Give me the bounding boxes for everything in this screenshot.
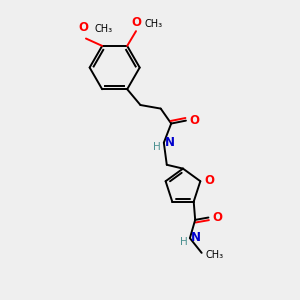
Text: O: O [79, 21, 88, 34]
Text: H: H [180, 237, 188, 247]
Text: N: N [191, 231, 201, 244]
Text: CH₃: CH₃ [144, 19, 162, 29]
Text: H: H [154, 142, 161, 152]
Text: O: O [205, 174, 215, 187]
Text: O: O [212, 211, 222, 224]
Text: O: O [190, 114, 200, 127]
Text: O: O [131, 16, 141, 29]
Text: CH₃: CH₃ [95, 24, 113, 34]
Text: N: N [165, 136, 175, 149]
Text: CH₃: CH₃ [205, 250, 223, 260]
